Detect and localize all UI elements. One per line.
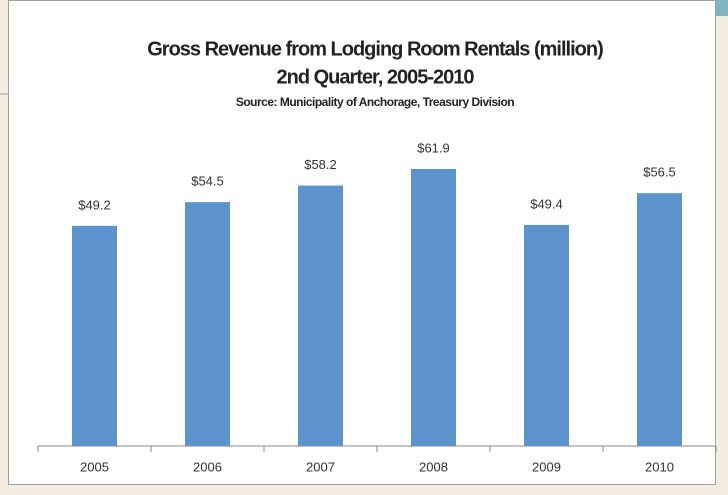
- bar: [637, 193, 682, 446]
- chart-source: Source: Municipality of Anchorage, Treas…: [236, 95, 514, 109]
- bar: [298, 185, 343, 446]
- x-tick-label: 2005: [80, 459, 109, 474]
- x-tick-label: 2006: [193, 459, 222, 474]
- data-label: $54.5: [191, 174, 224, 189]
- data-label: $58.2: [304, 157, 337, 172]
- x-tick-label: 2007: [306, 459, 335, 474]
- bar: [524, 224, 569, 446]
- chart-frame: [8, 0, 716, 485]
- data-label: $49.2: [78, 197, 111, 212]
- bar: [185, 202, 230, 446]
- bar: [72, 225, 117, 446]
- chart-subtitle: 2nd Quarter, 2005-2010: [276, 66, 474, 88]
- x-tick-label: 2009: [532, 459, 561, 474]
- data-label: $56.5: [643, 165, 676, 180]
- x-tick-label: 2008: [419, 459, 448, 474]
- data-label: $49.4: [530, 196, 563, 211]
- x-tick-label: 2010: [645, 459, 674, 474]
- chart-title: Gross Revenue from Lodging Room Rentals …: [147, 38, 603, 60]
- data-label: $61.9: [417, 140, 450, 155]
- bar: [411, 169, 456, 446]
